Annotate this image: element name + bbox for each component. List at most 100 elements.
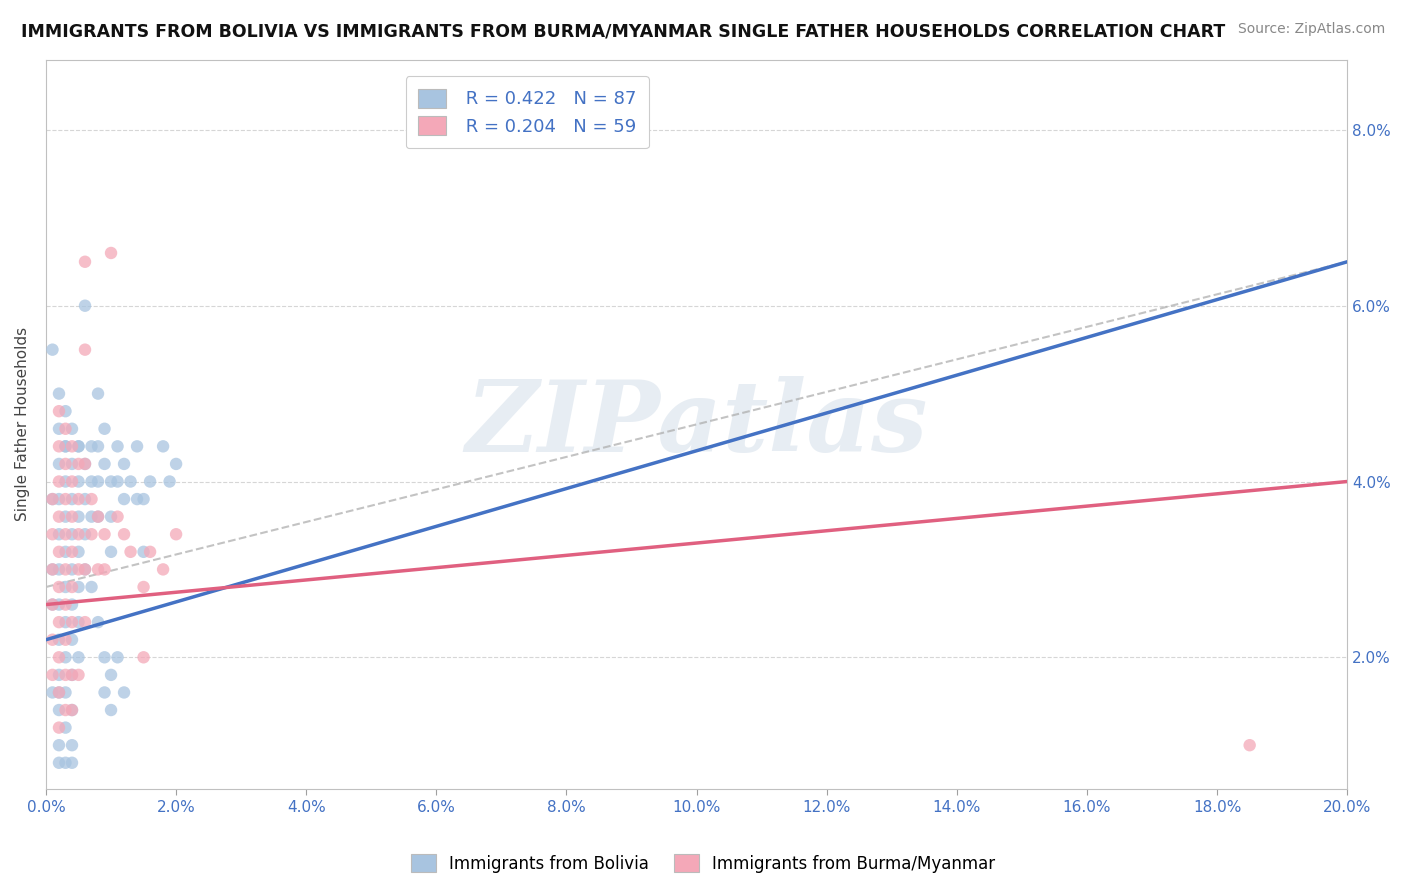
Point <box>60 422 83 436</box>
Point <box>67 650 90 665</box>
Point <box>100 509 122 524</box>
Point <box>60 632 83 647</box>
Legend: Immigrants from Bolivia, Immigrants from Burma/Myanmar: Immigrants from Bolivia, Immigrants from… <box>404 847 1002 880</box>
Point <box>60 475 83 489</box>
Point <box>60 703 83 717</box>
Point <box>67 475 90 489</box>
Point <box>41 668 63 682</box>
Point <box>80 509 103 524</box>
Point <box>60 668 83 682</box>
Point <box>87 509 110 524</box>
Point <box>80 492 103 507</box>
Point <box>73 299 96 313</box>
Point <box>55 439 77 453</box>
Point <box>41 632 63 647</box>
Point <box>60 598 83 612</box>
Point <box>60 756 83 770</box>
Point <box>1239 738 1261 752</box>
Point <box>60 492 83 507</box>
Point <box>93 422 115 436</box>
Point <box>67 668 90 682</box>
Point <box>60 703 83 717</box>
Point <box>132 492 155 507</box>
Point <box>55 439 77 453</box>
Point <box>60 527 83 541</box>
Point <box>41 492 63 507</box>
Point <box>55 756 77 770</box>
Point <box>41 492 63 507</box>
Point <box>67 457 90 471</box>
Point <box>55 509 77 524</box>
Point <box>73 343 96 357</box>
Point <box>48 685 70 699</box>
Point <box>67 545 90 559</box>
Point <box>107 475 129 489</box>
Point <box>55 632 77 647</box>
Point <box>48 632 70 647</box>
Point <box>48 492 70 507</box>
Point <box>60 738 83 752</box>
Point <box>100 703 122 717</box>
Point <box>60 580 83 594</box>
Point <box>159 475 181 489</box>
Point <box>73 562 96 576</box>
Point <box>48 685 70 699</box>
Point <box>55 598 77 612</box>
Point <box>48 404 70 418</box>
Point <box>60 457 83 471</box>
Point <box>48 703 70 717</box>
Point <box>48 509 70 524</box>
Point <box>67 615 90 629</box>
Point <box>48 580 70 594</box>
Point <box>112 527 135 541</box>
Point <box>107 509 129 524</box>
Point <box>132 580 155 594</box>
Point <box>125 439 148 453</box>
Point <box>41 562 63 576</box>
Point <box>48 527 70 541</box>
Point <box>55 457 77 471</box>
Point <box>93 650 115 665</box>
Point <box>55 492 77 507</box>
Point <box>48 457 70 471</box>
Point <box>48 650 70 665</box>
Point <box>80 527 103 541</box>
Point <box>152 439 174 453</box>
Point <box>73 562 96 576</box>
Point <box>67 439 90 453</box>
Point <box>55 545 77 559</box>
Point <box>55 703 77 717</box>
Y-axis label: Single Father Households: Single Father Households <box>15 327 30 522</box>
Legend:  R = 0.422   N = 87,  R = 0.204   N = 59: R = 0.422 N = 87, R = 0.204 N = 59 <box>406 76 650 148</box>
Point <box>48 475 70 489</box>
Point <box>55 422 77 436</box>
Point <box>48 439 70 453</box>
Point <box>55 475 77 489</box>
Point <box>41 598 63 612</box>
Point <box>107 439 129 453</box>
Point <box>93 685 115 699</box>
Point <box>60 439 83 453</box>
Point <box>48 386 70 401</box>
Point <box>55 580 77 594</box>
Point <box>41 527 63 541</box>
Point <box>93 457 115 471</box>
Point <box>100 545 122 559</box>
Point <box>73 527 96 541</box>
Point <box>48 615 70 629</box>
Point <box>152 562 174 576</box>
Point <box>55 404 77 418</box>
Point <box>165 457 187 471</box>
Point <box>120 475 142 489</box>
Point <box>139 545 162 559</box>
Point <box>55 615 77 629</box>
Point <box>48 721 70 735</box>
Point <box>55 527 77 541</box>
Point <box>60 562 83 576</box>
Point <box>87 386 110 401</box>
Point <box>60 668 83 682</box>
Point <box>60 615 83 629</box>
Point <box>132 650 155 665</box>
Point <box>120 545 142 559</box>
Point <box>100 668 122 682</box>
